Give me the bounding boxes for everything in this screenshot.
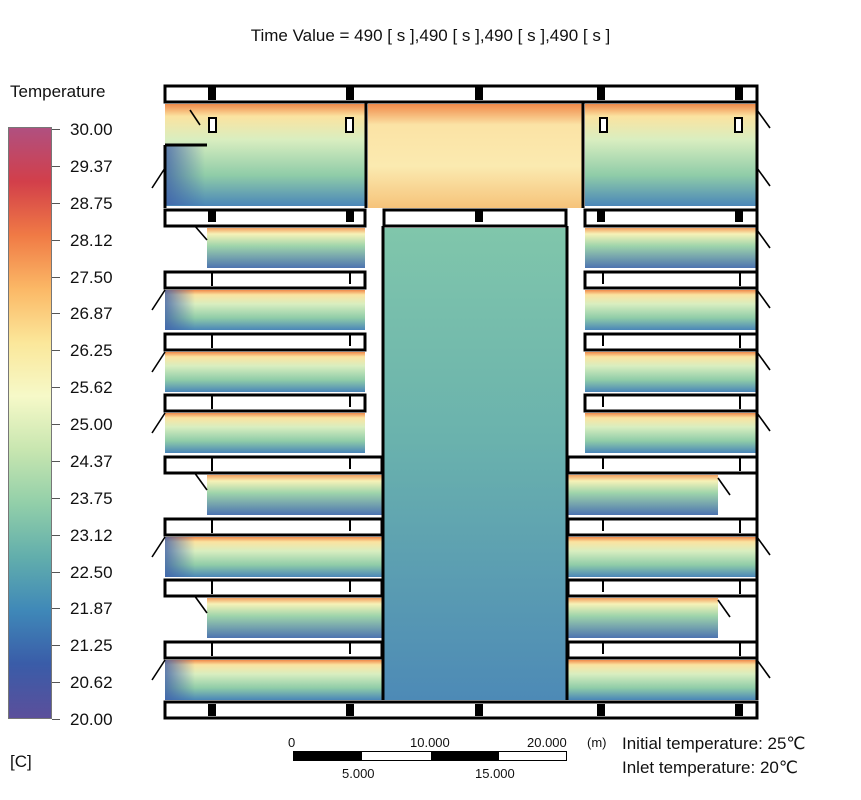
scale-label-20: 20.000 bbox=[527, 735, 567, 750]
legend-tick-mark bbox=[52, 202, 60, 204]
legend-tick-label: 23.12 bbox=[70, 525, 113, 545]
legend-title: Temperature bbox=[10, 82, 106, 101]
atrium-field bbox=[384, 228, 566, 700]
scale-bar bbox=[293, 751, 567, 761]
scale-label-10: 10.000 bbox=[410, 735, 450, 750]
legend-tick-label: 21.25 bbox=[70, 636, 113, 656]
ceiling-hangers bbox=[211, 272, 741, 656]
legend-tick-mark bbox=[52, 387, 60, 389]
legend-tick-label: 20.00 bbox=[70, 710, 113, 729]
scale-label-0: 0 bbox=[288, 735, 296, 750]
legend-tick-mark bbox=[52, 645, 60, 647]
legend-tick-label: 24.37 bbox=[70, 451, 113, 471]
legend-tick-mark bbox=[52, 313, 60, 315]
legend-tick-mark bbox=[52, 165, 60, 167]
legend-tick-label: 28.75 bbox=[70, 193, 113, 213]
left-rooms bbox=[165, 145, 382, 700]
legend-unit: [C] bbox=[10, 752, 32, 771]
right-rooms bbox=[568, 228, 757, 700]
initial-temperature-note: Initial temperature: 25℃ bbox=[622, 734, 806, 753]
legend-tick-mark bbox=[52, 719, 60, 720]
legend-tick-mark bbox=[52, 460, 60, 462]
legend-tick-mark bbox=[52, 682, 60, 684]
legend-tick-label: 25.62 bbox=[70, 378, 113, 398]
legend-tick-label: 26.87 bbox=[70, 304, 113, 324]
scale-label-5: 5.000 bbox=[342, 766, 375, 781]
legend-tick-mark bbox=[52, 129, 60, 130]
legend-tick-label: 29.37 bbox=[70, 156, 113, 176]
legend-tick-label: 25.00 bbox=[70, 415, 113, 434]
legend-tick-mark bbox=[52, 424, 60, 425]
legend-tick-label: 23.75 bbox=[70, 488, 113, 508]
legend-tick-label: 30.00 bbox=[70, 120, 113, 139]
beams bbox=[208, 86, 743, 716]
legend-tick-mark bbox=[52, 276, 60, 278]
inlet-temperature-note: Inlet temperature: 20℃ bbox=[622, 758, 798, 777]
legend-tick-mark bbox=[52, 350, 60, 352]
scale-label-15: 15.000 bbox=[475, 766, 515, 781]
top-hall-field bbox=[368, 104, 583, 208]
legend-tick-label: 20.62 bbox=[70, 673, 113, 693]
legend-tick-mark bbox=[52, 571, 60, 573]
legend-tick-label: 27.50 bbox=[70, 267, 113, 287]
legend-tick-mark bbox=[52, 534, 60, 536]
room-field bbox=[585, 104, 757, 206]
window-openings bbox=[151, 109, 771, 681]
legend-tick-mark bbox=[52, 497, 60, 499]
color-scale-bar bbox=[8, 127, 52, 719]
legend-tick-mark bbox=[52, 239, 60, 241]
figure-title: Time Value = 490 [ s ],490 [ s ],490 [ s… bbox=[250, 26, 611, 45]
building-section-diagram bbox=[151, 84, 771, 720]
legend-tick-label: 28.12 bbox=[70, 230, 113, 250]
legend-tick-label: 22.50 bbox=[70, 562, 113, 582]
legend-tick-label: 26.25 bbox=[70, 341, 113, 361]
walls bbox=[163, 102, 759, 700]
legend-tick-mark bbox=[52, 608, 60, 610]
scale-unit: (m) bbox=[587, 735, 607, 750]
legend-tick-label: 21.87 bbox=[70, 599, 113, 619]
